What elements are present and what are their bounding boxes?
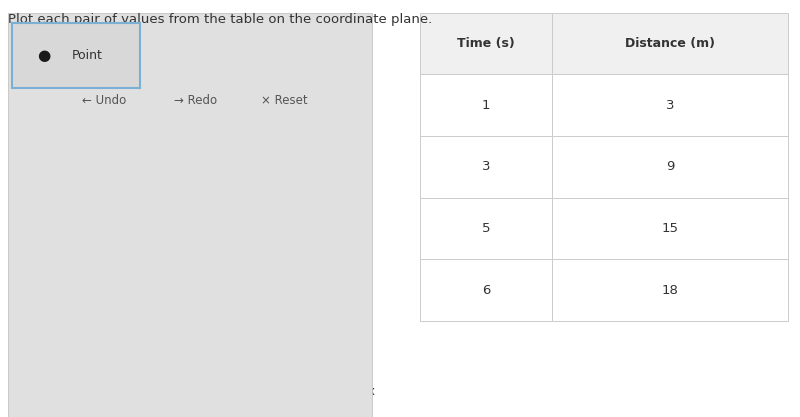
Point	[104, 261, 117, 268]
Point	[146, 144, 159, 151]
Y-axis label: Distance (m): Distance (m)	[30, 212, 40, 284]
Text: 18: 18	[662, 284, 678, 297]
Text: 3: 3	[482, 160, 490, 173]
Text: → Redo: → Redo	[174, 93, 218, 107]
Point	[132, 183, 145, 190]
Text: 9: 9	[666, 160, 674, 173]
Text: 6: 6	[482, 284, 490, 297]
Text: 3: 3	[666, 98, 674, 112]
Text: 1: 1	[482, 98, 490, 112]
Text: 5: 5	[482, 222, 490, 235]
Text: Plot each pair of values from the table on the coordinate plane.: Plot each pair of values from the table …	[8, 13, 432, 25]
Text: y: y	[52, 99, 59, 112]
Point	[75, 339, 88, 346]
Text: ← Undo: ← Undo	[82, 93, 126, 107]
Text: ●: ●	[38, 48, 50, 63]
Text: x: x	[367, 385, 374, 398]
Text: Point: Point	[72, 48, 103, 62]
Text: 15: 15	[662, 222, 678, 235]
Text: Time (s): Time (s)	[457, 37, 515, 50]
Text: Distance (m): Distance (m)	[625, 37, 715, 50]
Text: × Reset: × Reset	[261, 93, 307, 107]
